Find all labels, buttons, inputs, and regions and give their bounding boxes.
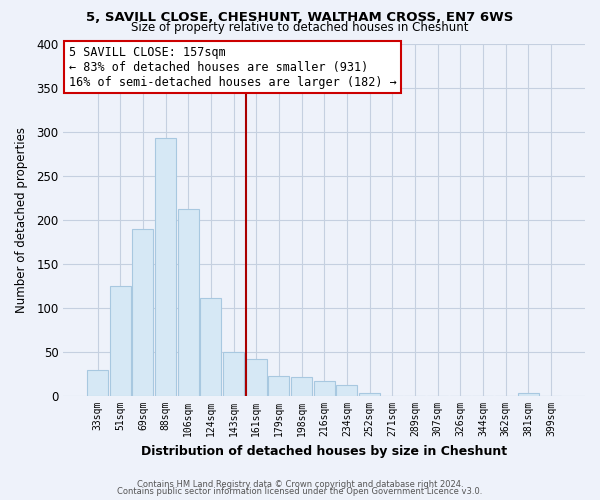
Bar [337, 384, 358, 396]
Text: Contains public sector information licensed under the Open Government Licence v3: Contains public sector information licen… [118, 487, 482, 496]
Bar [87, 370, 108, 396]
Bar [178, 210, 199, 396]
Bar [268, 376, 289, 396]
Text: 5, SAVILL CLOSE, CHESHUNT, WALTHAM CROSS, EN7 6WS: 5, SAVILL CLOSE, CHESHUNT, WALTHAM CROSS… [86, 11, 514, 24]
Bar [110, 286, 131, 396]
Bar [314, 381, 335, 396]
Bar [246, 359, 266, 396]
Bar [223, 352, 244, 396]
Text: Contains HM Land Registry data © Crown copyright and database right 2024.: Contains HM Land Registry data © Crown c… [137, 480, 463, 489]
Bar [291, 376, 312, 396]
Y-axis label: Number of detached properties: Number of detached properties [15, 127, 28, 313]
Text: Size of property relative to detached houses in Cheshunt: Size of property relative to detached ho… [131, 22, 469, 35]
Bar [359, 394, 380, 396]
Bar [518, 394, 539, 396]
Text: 5 SAVILL CLOSE: 157sqm
← 83% of detached houses are smaller (931)
16% of semi-de: 5 SAVILL CLOSE: 157sqm ← 83% of detached… [68, 46, 397, 89]
X-axis label: Distribution of detached houses by size in Cheshunt: Distribution of detached houses by size … [141, 444, 507, 458]
Bar [133, 229, 154, 396]
Bar [155, 138, 176, 396]
Bar [200, 298, 221, 396]
